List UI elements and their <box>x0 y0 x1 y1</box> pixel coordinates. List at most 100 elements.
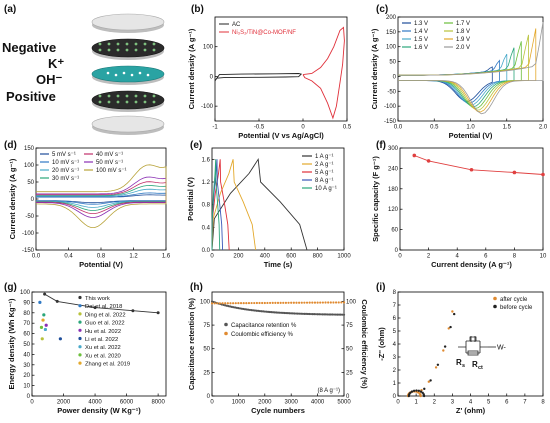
retention-point <box>280 311 283 314</box>
efficiency-point <box>316 301 319 304</box>
electrode-particle <box>116 48 120 52</box>
legend-entry: 50 mV s⁻¹ <box>96 160 123 166</box>
data-point <box>512 170 517 175</box>
x-tick-label: -0.5 <box>254 125 265 131</box>
electrode-particle <box>98 94 102 98</box>
efficiency-point <box>340 301 343 304</box>
retention-point <box>252 309 255 312</box>
y-tick-label: 8 <box>393 290 397 296</box>
retention-point <box>313 313 316 316</box>
data-point <box>93 306 97 310</box>
legend-entry: 8 A g⁻¹ <box>315 178 334 184</box>
electrode-particle <box>152 48 156 52</box>
y-tick-label: 80 <box>23 311 30 317</box>
retention-point <box>324 313 327 316</box>
efficiency-point <box>218 302 222 305</box>
retention-point <box>265 310 268 313</box>
efficiency-point <box>255 301 258 305</box>
y-tick-label: 100 <box>20 290 31 296</box>
efficiency-point <box>258 301 261 305</box>
retention-point <box>225 304 228 307</box>
data-point <box>43 327 48 332</box>
x-tick-label: 6 <box>484 254 488 260</box>
y2-axis-label: Coulombic efficiency (%) <box>360 299 369 389</box>
y-tick-label: 0 <box>210 74 214 80</box>
efficiency-point <box>303 301 306 304</box>
x-tick-label: 0.8 <box>97 254 106 260</box>
y-tick-label: 0.4 <box>202 225 211 231</box>
x-tick-label: 1.2 <box>129 254 138 260</box>
retention-point <box>295 312 298 315</box>
series-line <box>35 164 167 228</box>
retention-point <box>309 312 313 316</box>
series-line <box>398 53 508 106</box>
y-tick-label: 60 <box>391 228 398 234</box>
retention-point <box>210 300 214 303</box>
efficiency-point <box>300 301 303 304</box>
legend-marker <box>78 312 82 316</box>
y-tick-label: 7 <box>393 303 397 309</box>
panel-e: (e) 0 200 400 600 800 1000 0.0 0.4 0.8 1.2 1.6 Time … <box>186 140 351 269</box>
legend-entry: Li et al. 2022 <box>85 337 118 343</box>
data-point <box>42 313 46 317</box>
circuit-label-rct: R <box>472 360 478 369</box>
data-point <box>443 345 447 348</box>
series-line <box>211 157 308 251</box>
y-axis-label: Potential (V) <box>186 177 195 221</box>
retention-point <box>243 308 247 311</box>
legend-entry: 1.6 V <box>414 45 428 51</box>
retention-point <box>301 312 304 315</box>
efficiency-point <box>279 301 282 304</box>
efficiency-point <box>224 302 227 305</box>
panel-label: (h) <box>190 282 203 293</box>
efficiency-point <box>324 301 327 304</box>
y-tick-label: 25 <box>203 370 210 376</box>
legend-entry: before cycle <box>500 305 533 311</box>
x-tick-label: 8 <box>513 254 517 260</box>
legend-entry: This work <box>85 296 110 302</box>
retention-point <box>283 311 286 315</box>
data-point <box>469 167 474 172</box>
retention-point <box>275 311 278 314</box>
panel-h: (h)0 1000 2000 3000 4000 50000255075100Cycle … <box>187 282 369 415</box>
electrode-particle <box>143 42 147 46</box>
data-point <box>43 292 47 296</box>
x-tick-label: 6 <box>505 400 509 406</box>
retention-point <box>240 307 243 310</box>
panel-c: (c) 0.0 0.5 1.0 1.5 2.0 -150 -100 -50 0 50 100 150 20… <box>370 4 548 140</box>
retention-point <box>253 309 256 312</box>
efficiency-point <box>311 301 314 304</box>
efficiency-point <box>298 301 301 304</box>
plot-frame <box>211 291 345 397</box>
y-tick-label: 0 <box>393 74 397 80</box>
retention-point <box>298 312 301 315</box>
panel-label: (b) <box>191 4 204 15</box>
data-point <box>541 172 545 177</box>
electrode-particle <box>116 42 120 46</box>
x-tick-label: 8 <box>541 400 545 406</box>
efficiency-point <box>268 301 272 305</box>
x-tick-label: -1 <box>212 125 218 131</box>
electrode-particle <box>143 48 147 52</box>
x-axis-label: Current density (A g⁻¹) <box>431 260 512 269</box>
y-tick-label: -100 <box>22 231 35 237</box>
retention-point <box>285 311 288 315</box>
efficiency-point <box>342 301 346 304</box>
y2-tick-label: 100 <box>346 299 357 305</box>
data-point <box>410 390 414 393</box>
efficiency-point <box>337 301 340 304</box>
efficiency-point <box>245 301 248 305</box>
negative-electrode-disc <box>91 38 165 58</box>
retention-point <box>291 312 294 315</box>
retention-point <box>308 312 311 316</box>
retention-point <box>242 307 245 311</box>
data-point <box>41 318 45 322</box>
data-point <box>156 311 160 315</box>
electrode-particle <box>134 48 138 52</box>
y-axis-label: Capacitance retention (%) <box>187 297 196 390</box>
legend-entry: 1.4 V <box>414 29 428 35</box>
efficiency-point <box>295 301 298 304</box>
data-point <box>423 387 426 391</box>
separator-ion <box>138 71 142 75</box>
data-point <box>55 299 59 303</box>
